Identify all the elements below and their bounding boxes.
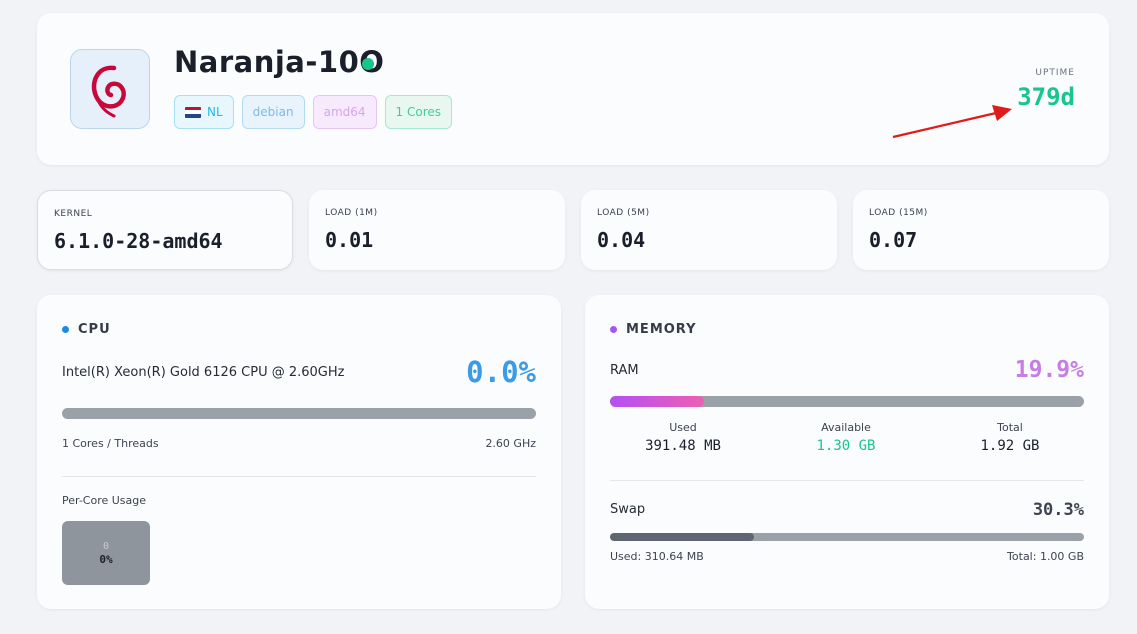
cpu-dot-icon bbox=[62, 326, 69, 333]
cpu-title: CPU bbox=[78, 322, 111, 337]
swap-usage-bar-fill bbox=[610, 533, 754, 541]
memory-title: MEMORY bbox=[626, 322, 697, 337]
swap-total: Total: 1.00 GB bbox=[1007, 550, 1084, 563]
ram-total-column: Total 1.92 GB bbox=[935, 421, 1085, 454]
swap-usage-bar bbox=[610, 533, 1084, 541]
load-1m-stat: LOAD (1M) 0.01 bbox=[309, 190, 565, 270]
arch-label: amd64 bbox=[323, 105, 366, 119]
uptime-value: 379d bbox=[1017, 83, 1075, 111]
cpu-usage-bar bbox=[62, 408, 536, 419]
divider bbox=[610, 480, 1084, 481]
hostname: Naranja-10O bbox=[174, 45, 385, 79]
stat-value: 0.01 bbox=[325, 228, 374, 252]
country-label: NL bbox=[207, 105, 223, 119]
os-label: debian bbox=[252, 105, 294, 119]
stat-label: KERNEL bbox=[54, 209, 93, 219]
ram-available-value: 1.30 GB bbox=[816, 438, 876, 454]
cores-label: 1 Cores bbox=[395, 105, 442, 119]
stat-value: 6.1.0-28-amd64 bbox=[54, 229, 223, 253]
ram-available-label: Available bbox=[821, 421, 871, 434]
ram-available-column: Available 1.30 GB bbox=[771, 421, 921, 454]
cores-badge: 1 Cores bbox=[384, 95, 453, 129]
kernel-stat: KERNEL 6.1.0-28-amd64 bbox=[37, 190, 293, 270]
stat-value: 0.07 bbox=[869, 228, 918, 252]
core-usage: 0% bbox=[99, 552, 113, 566]
country-badge: NL bbox=[174, 95, 234, 129]
load-5m-stat: LOAD (5M) 0.04 bbox=[581, 190, 837, 270]
ram-used-value: 391.48 MB bbox=[645, 438, 721, 454]
stat-label: LOAD (1M) bbox=[325, 208, 378, 218]
memory-panel-title: MEMORY bbox=[610, 322, 697, 337]
annotation-arrow-icon bbox=[892, 105, 1012, 139]
cpu-frequency: 2.60 GHz bbox=[485, 437, 536, 450]
server-header-card: Naranja-10O NL debian amd64 1 Cores UPTI… bbox=[37, 13, 1109, 165]
cpu-model: Intel(R) Xeon(R) Gold 6126 CPU @ 2.60GHz bbox=[62, 365, 345, 380]
ram-label: RAM bbox=[610, 363, 639, 378]
cpu-threads: 1 Cores / Threads bbox=[62, 437, 159, 450]
divider bbox=[62, 476, 536, 477]
ram-used-label: Used bbox=[669, 421, 697, 434]
core-index: 0 bbox=[102, 540, 110, 552]
ram-total-value: 1.92 GB bbox=[980, 438, 1040, 454]
core-usage-tile[interactable]: 0 0% bbox=[62, 521, 150, 585]
online-status-dot bbox=[362, 58, 374, 70]
ram-usage-percent: 19.9% bbox=[1014, 357, 1084, 383]
cpu-panel: CPU Intel(R) Xeon(R) Gold 6126 CPU @ 2.6… bbox=[37, 295, 561, 609]
load-15m-stat: LOAD (15M) 0.07 bbox=[853, 190, 1109, 270]
ram-usage-bar-fill bbox=[610, 396, 705, 407]
cpu-usage-percent: 0.0% bbox=[466, 355, 536, 389]
netherlands-flag-icon bbox=[185, 106, 201, 118]
arch-badge: amd64 bbox=[312, 95, 377, 129]
swap-used: Used: 310.64 MB bbox=[610, 550, 704, 563]
uptime-label: UPTIME bbox=[1035, 68, 1075, 78]
stat-label: LOAD (15M) bbox=[869, 208, 928, 218]
cpu-panel-title: CPU bbox=[62, 322, 111, 337]
stat-label: LOAD (5M) bbox=[597, 208, 650, 218]
badge-row: NL debian amd64 1 Cores bbox=[174, 95, 453, 129]
memory-panel: MEMORY RAM 19.9% Used 391.48 MB Availabl… bbox=[585, 295, 1109, 609]
ram-total-label: Total bbox=[997, 421, 1023, 434]
stat-value: 0.04 bbox=[597, 228, 646, 252]
debian-swirl-icon bbox=[70, 49, 150, 129]
os-badge: debian bbox=[241, 95, 305, 129]
ram-usage-bar bbox=[610, 396, 1084, 407]
swap-label: Swap bbox=[610, 502, 646, 517]
per-core-label: Per-Core Usage bbox=[62, 494, 147, 507]
ram-used-column: Used 391.48 MB bbox=[608, 421, 758, 454]
memory-dot-icon bbox=[610, 326, 617, 333]
swap-usage-percent: 30.3% bbox=[1032, 500, 1084, 520]
